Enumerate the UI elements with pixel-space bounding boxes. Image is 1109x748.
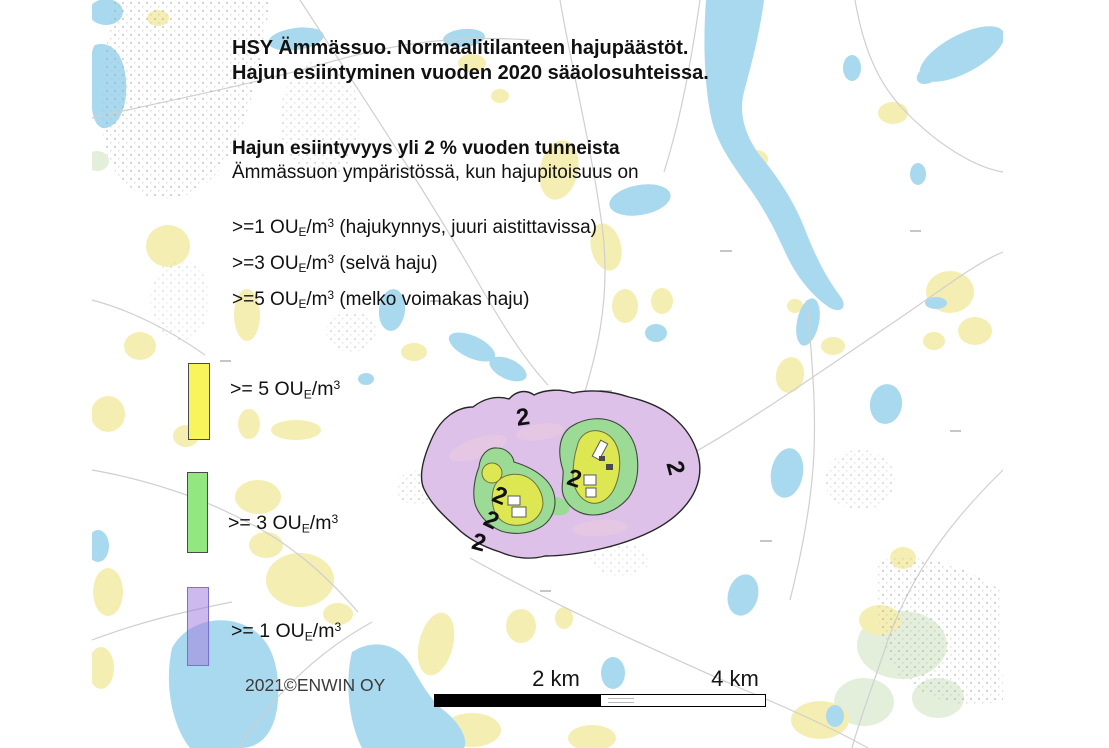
- legend-label-3ou: >= 3 OUE/m3: [228, 512, 339, 536]
- legend-label-1ou: >= 1 OUE/m3: [231, 620, 342, 644]
- threshold-line-5ou: >=5 OUE/m3 (melko voimakas haju): [232, 289, 530, 312]
- scale-bar-filled-segment: [434, 694, 600, 707]
- odor-contour-5ou-spot: [481, 462, 503, 484]
- subtitle-line-1: Hajun esiintyvyys yli 2 % vuoden tunneis…: [232, 138, 620, 159]
- page-title-line-2: Hajun esiintyminen vuoden 2020 sääolosuh…: [232, 62, 709, 84]
- scale-label-4km: 4 km: [711, 666, 759, 691]
- scale-bar-empty-segment: [600, 694, 766, 707]
- legend-label-5ou: >= 5 OUE/m3: [230, 378, 341, 402]
- left-margin: [0, 0, 92, 748]
- odor-plume: 2 2 2 2 2 2: [420, 389, 701, 559]
- legend-swatch-1ou: [187, 587, 209, 666]
- roads: [91, 0, 1004, 748]
- threshold-list: >=1 OUE/m3 (hajukynnys, juuri aistittavi…: [232, 210, 597, 319]
- suburb-texture: [101, 0, 1003, 705]
- legend-swatch-5ou: [188, 363, 210, 440]
- scale-bar-fineprint: [608, 698, 634, 699]
- page-title-line-1: HSY Ämmässuo. Normaalitilanteen hajupääs…: [232, 37, 689, 59]
- page-subtitle: Hajun esiintyvyys yli 2 % vuoden tunneis…: [232, 137, 639, 185]
- scale-label-2km: 2 km: [532, 666, 580, 691]
- scale-bar-fineprint: [608, 702, 634, 703]
- copyright-notice: 2021©ENWIN OY: [245, 675, 386, 695]
- page-title: HSY Ämmässuo. Normaalitilanteen hajupääs…: [232, 36, 709, 86]
- contour-label: 2: [514, 403, 531, 432]
- right-margin: [1003, 0, 1109, 748]
- threshold-line-3ou: >=3 OUE/m3 (selvä haju): [232, 253, 438, 276]
- subtitle-line-2: Ämmässuon ympäristössä, kun hajupitoisuu…: [232, 162, 639, 183]
- landfill-buildings: [507, 439, 613, 518]
- legend-swatch-3ou: [187, 472, 208, 553]
- threshold-line-1ou: >=1 OUE/m3 (hajukynnys, juuri aistittavi…: [232, 216, 597, 240]
